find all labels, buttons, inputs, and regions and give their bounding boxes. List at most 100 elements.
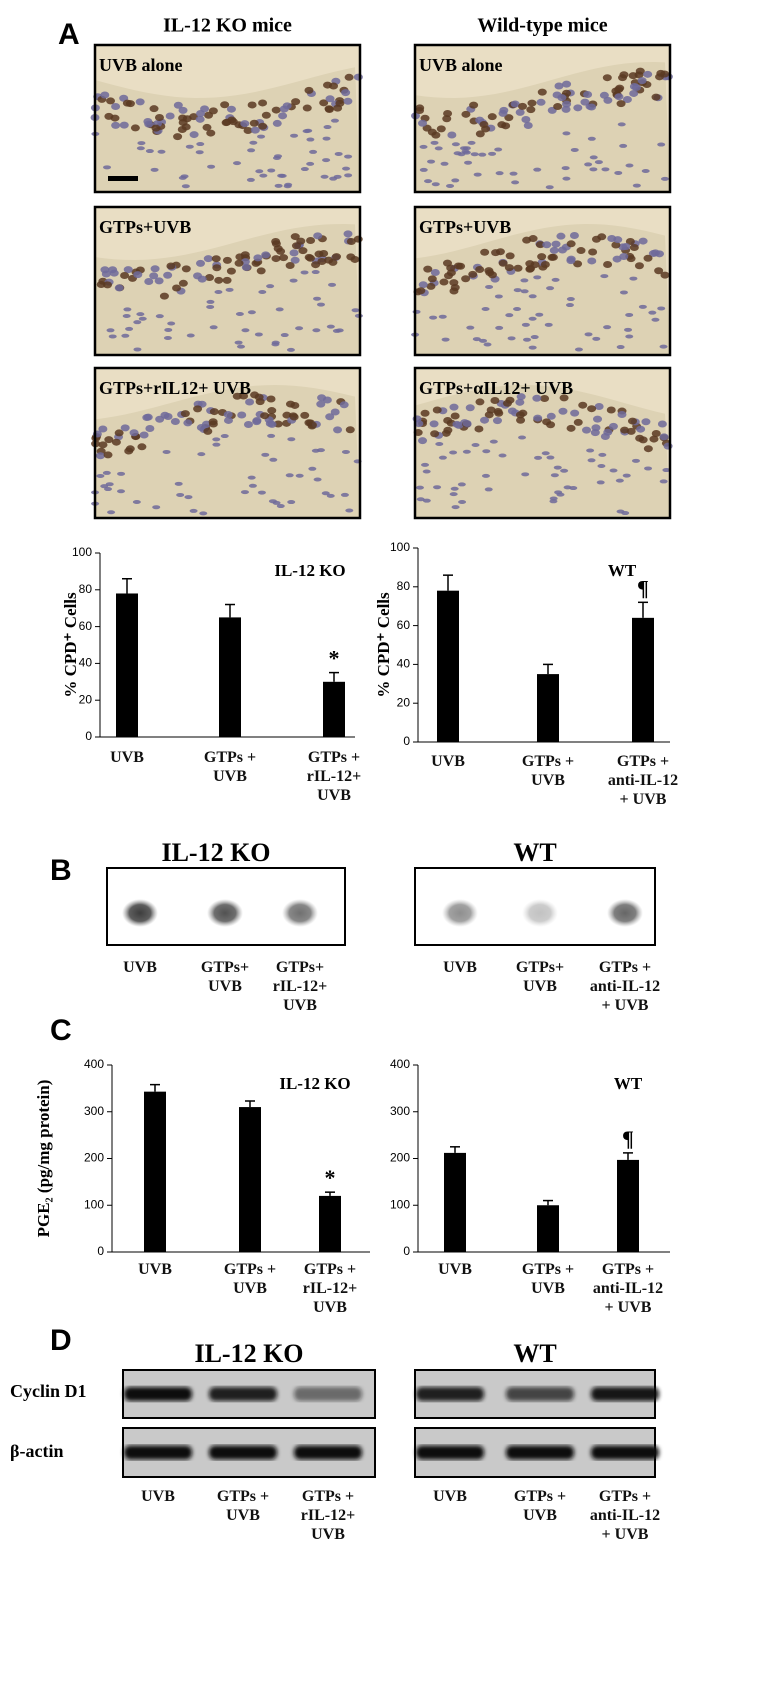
cell-nucleus <box>441 337 450 342</box>
cell-nucleus <box>619 253 629 261</box>
blot-dot <box>442 899 478 927</box>
cell-nucleus <box>521 115 531 123</box>
cell-nucleus <box>516 393 526 401</box>
cell-nucleus <box>108 334 117 339</box>
cell-nucleus <box>103 281 113 289</box>
cell-nucleus <box>261 111 271 119</box>
cell-nucleus <box>157 149 166 154</box>
cell-nucleus <box>556 492 565 497</box>
cell-nucleus <box>427 275 437 283</box>
y-tick-label: 400 <box>84 1057 104 1071</box>
cell-nucleus <box>521 472 530 477</box>
cell-nucleus <box>344 173 353 178</box>
chart-annotation: IL-12 KO <box>274 561 345 580</box>
cell-nucleus <box>287 437 296 442</box>
cell-nucleus <box>309 149 318 154</box>
cell-nucleus <box>289 413 299 421</box>
cell-nucleus <box>346 238 356 246</box>
bar <box>219 617 241 737</box>
x-tick-label: GTPs + UVB <box>521 753 575 789</box>
cell-nucleus <box>443 426 453 434</box>
cell-nucleus <box>449 287 459 295</box>
cell-nucleus <box>111 438 121 446</box>
blot-title: IL-12 KO <box>161 838 270 867</box>
cell-nucleus <box>290 256 300 264</box>
cell-nucleus <box>466 325 475 330</box>
cell-nucleus <box>621 243 631 251</box>
y-axis-label: PGE₂ (pg/mg protein) <box>34 1080 53 1238</box>
cell-nucleus <box>220 101 230 109</box>
cell-nucleus <box>557 246 567 254</box>
cell-nucleus <box>260 412 270 420</box>
blot-dot <box>122 899 158 927</box>
cell-nucleus <box>240 251 250 259</box>
cell-nucleus <box>419 144 428 149</box>
cell-nucleus <box>648 250 658 258</box>
cell-nucleus <box>643 445 653 453</box>
cell-nucleus <box>325 95 335 103</box>
bar <box>537 1205 559 1252</box>
cell-nucleus <box>451 142 460 147</box>
cell-nucleus <box>614 93 624 101</box>
lane-label: UVB <box>123 959 157 976</box>
cell-nucleus <box>325 413 335 421</box>
cell-nucleus <box>319 99 329 107</box>
cell-nucleus <box>431 182 440 187</box>
cell-nucleus <box>451 505 460 510</box>
y-tick-label: 200 <box>84 1151 104 1165</box>
cell-nucleus <box>272 119 282 127</box>
cell-nucleus <box>302 104 312 112</box>
cell-nucleus <box>234 340 243 345</box>
cell-nucleus <box>129 429 139 437</box>
blot-dot <box>607 899 643 927</box>
cell-nucleus <box>181 184 190 189</box>
cell-nucleus <box>279 254 289 262</box>
cell-nucleus <box>249 140 258 145</box>
cell-nucleus <box>103 487 112 492</box>
cell-nucleus <box>467 140 476 145</box>
cell-nucleus <box>637 77 647 85</box>
cell-nucleus <box>544 322 553 327</box>
cell-nucleus <box>498 109 508 117</box>
panel-letter: A <box>58 18 80 51</box>
cell-nucleus <box>457 482 466 487</box>
cell-nucleus <box>167 321 176 326</box>
micrograph-frame <box>413 205 672 357</box>
cell-nucleus <box>306 236 316 244</box>
cell-nucleus <box>472 337 481 342</box>
cell-nucleus <box>163 335 172 340</box>
cell-nucleus <box>240 120 250 128</box>
cell-nucleus <box>240 490 249 495</box>
cell-nucleus <box>328 258 338 266</box>
bar <box>537 674 559 742</box>
cell-nucleus <box>592 336 601 341</box>
cell-nucleus <box>559 394 569 402</box>
band <box>209 1445 277 1460</box>
cell-nucleus <box>249 119 259 127</box>
significance-marker: * <box>329 646 340 671</box>
cell-nucleus <box>295 326 304 331</box>
cell-nucleus <box>419 167 428 172</box>
lane-label: GTPs + anti-IL-12 + UVB <box>589 959 661 1014</box>
cell-nucleus <box>340 492 349 497</box>
cell-nucleus <box>537 253 547 261</box>
cell-nucleus <box>591 235 601 243</box>
cell-nucleus <box>304 128 313 133</box>
cell-nucleus <box>282 411 292 419</box>
cell-nucleus <box>594 402 604 410</box>
x-tick-label: GTPs + rIL-12+ UVB <box>306 749 362 804</box>
cell-nucleus <box>225 287 234 292</box>
cell-nucleus <box>478 152 487 157</box>
cell-nucleus <box>464 160 473 165</box>
cell-nucleus <box>258 122 268 130</box>
y-tick-label: 100 <box>72 545 92 559</box>
cell-nucleus <box>418 281 428 289</box>
cell-nucleus <box>176 492 185 497</box>
cell-nucleus <box>598 452 607 457</box>
cell-nucleus <box>486 406 496 414</box>
cell-nucleus <box>223 410 233 418</box>
band <box>416 1445 484 1460</box>
cell-nucleus <box>635 67 645 75</box>
cell-nucleus <box>165 112 175 120</box>
cell-nucleus <box>465 404 475 412</box>
